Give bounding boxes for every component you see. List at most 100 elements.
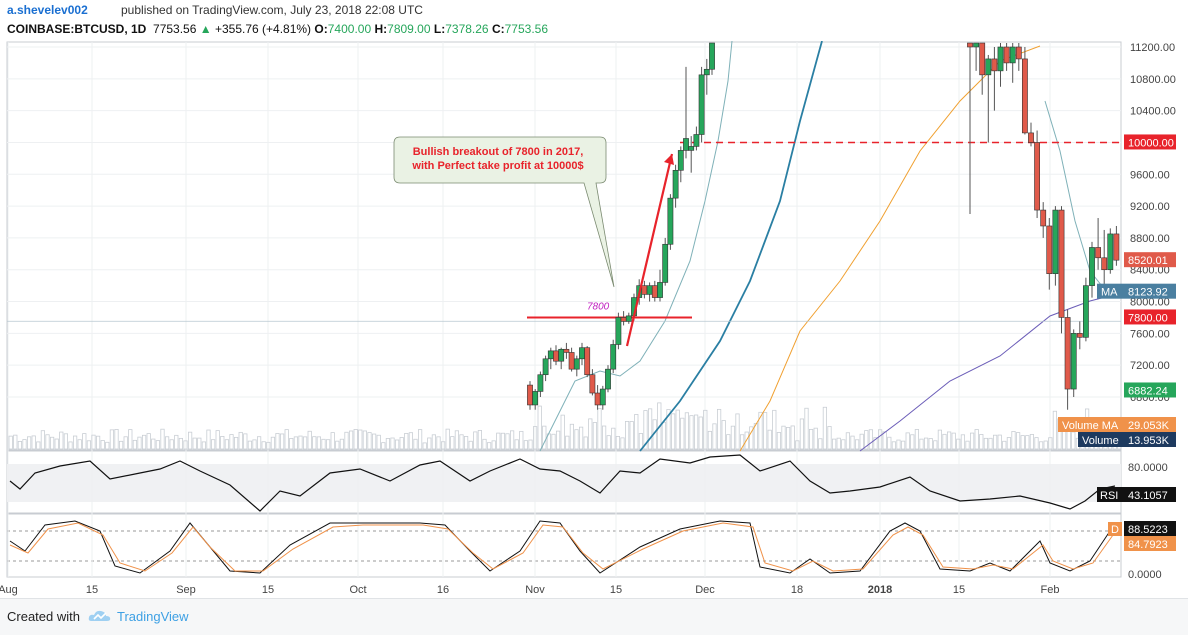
price-badge-text: 8123.92 [1128, 287, 1168, 299]
volume-bar [1002, 440, 1007, 450]
volume-bar [197, 437, 202, 450]
author-name[interactable]: a.shevelev002 [7, 3, 88, 17]
volume-bar [735, 413, 740, 450]
volume-bar [680, 417, 685, 450]
rsi-value: 43.1057 [1128, 490, 1168, 502]
vol-ma-tag [1058, 417, 1124, 432]
callout-box [393, 136, 615, 288]
candle [1089, 247, 1095, 286]
tradingview-link[interactable]: TradingView [117, 609, 189, 624]
volume-bar [358, 429, 363, 450]
volume-bar [551, 433, 556, 450]
volume-bar [201, 441, 206, 450]
volume-bar [215, 430, 220, 450]
candle [605, 368, 611, 390]
candle [1015, 46, 1022, 60]
volume-bar [675, 409, 680, 450]
volume-bar [96, 435, 101, 450]
candle [688, 146, 695, 151]
volume-bar [491, 440, 496, 450]
volume-bar [59, 431, 64, 450]
price-badge [1124, 432, 1176, 447]
candle [610, 344, 617, 370]
volume-bar [344, 431, 349, 450]
price-tick: 10800.00 [1130, 74, 1176, 86]
created-with: Created with [7, 609, 80, 624]
volume-bar [63, 433, 68, 450]
volume-bar [997, 434, 1002, 450]
volume-bar [399, 437, 404, 450]
volume-bar [1039, 441, 1044, 450]
volume-bar [882, 431, 887, 450]
volume-bar [845, 432, 851, 450]
volume-bar [477, 430, 483, 450]
volume-bar [417, 429, 423, 450]
volume-bar [247, 440, 252, 450]
volume-bar [500, 432, 506, 450]
volume-bar [891, 441, 897, 450]
volume-bar [919, 438, 924, 450]
volume-bar [233, 436, 239, 450]
candle [1034, 142, 1040, 211]
volume-bar [753, 423, 759, 450]
volume-bar [229, 434, 234, 450]
volume-bar [726, 434, 731, 450]
volume-bar [694, 414, 699, 450]
volume-bar [13, 434, 18, 450]
price-chart[interactable]: 7800 Bullish breakout of 7800 in 2017, wi… [0, 41, 1188, 598]
volume-bar [795, 440, 800, 450]
volume-bar [689, 415, 694, 450]
volume-bar [40, 430, 46, 450]
time-axis[interactable]: Aug 15 Sep 15 Oct 16 Nov 15 Dec 18 2018 15 Feb [0, 584, 1059, 596]
volume-bar [509, 430, 515, 450]
price-tick: 8800.00 [1130, 233, 1170, 245]
time-tick: 15 [262, 584, 274, 596]
price-badge-text: 6882.24 [1128, 385, 1168, 397]
volume-bar [924, 437, 929, 450]
volume-bar [836, 437, 841, 450]
vol-tag-text: Volume [1082, 435, 1119, 447]
ma-tag [1097, 283, 1124, 299]
candle [579, 347, 585, 360]
price-change: +355.76 (+4.81%) [214, 22, 312, 36]
volume-bar [82, 433, 87, 450]
price-badge [1124, 134, 1176, 150]
volume-bar [164, 436, 170, 450]
volume-bar [183, 440, 188, 450]
stoch-label: D [1111, 524, 1119, 536]
price-axis[interactable]: 11200.00 10800.00 10400.00 10000.00 9600.00 9… [1058, 42, 1176, 447]
volume-bar [979, 434, 984, 450]
volume-bar [666, 409, 671, 450]
candles [527, 42, 1120, 410]
candle [991, 58, 998, 72]
volume-bar [77, 439, 82, 450]
level-lines: 7800 [7, 141, 1121, 322]
volume-bar [772, 409, 777, 450]
volume-bar [597, 408, 602, 450]
volume-bar [50, 436, 55, 450]
volume-bar [730, 425, 736, 450]
stoch-value2: 84.7923 [1128, 539, 1168, 551]
volume-bar [496, 432, 501, 450]
ma-tag-text: MA [1101, 287, 1118, 299]
candle [662, 243, 669, 283]
volume-bar [643, 410, 648, 450]
volume-bar [1052, 410, 1057, 450]
volume-bar [68, 441, 73, 450]
volume-bar [160, 428, 165, 450]
volume-bar [537, 405, 542, 450]
price-badge-text: 10000.00 [1128, 137, 1174, 149]
volume-bar [482, 438, 487, 450]
volume-bar [868, 429, 874, 450]
candle [563, 348, 570, 353]
volume-bar [634, 414, 639, 450]
stoch-value1: 88.5223 [1128, 524, 1168, 536]
time-tick: Nov [525, 584, 545, 596]
candle [973, 42, 979, 48]
candle [667, 197, 674, 245]
main-pane [6, 41, 1122, 451]
volume-bar [31, 435, 36, 450]
volume-bar [983, 437, 989, 450]
candle [625, 315, 632, 322]
volume-bar [887, 436, 892, 450]
